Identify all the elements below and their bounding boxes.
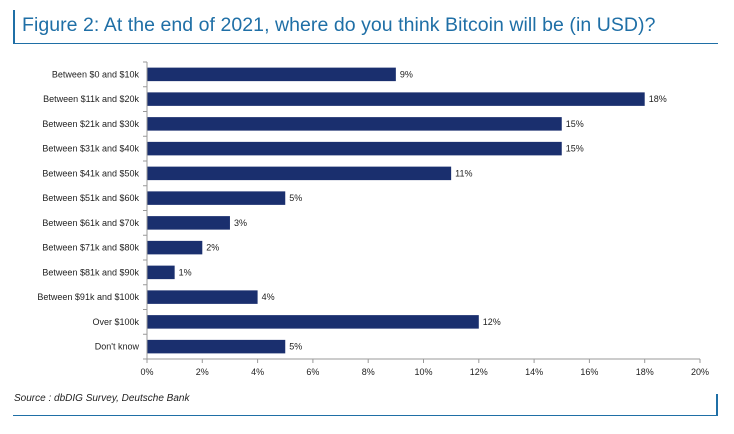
x-tick-label: 2% — [196, 367, 209, 377]
bar — [147, 141, 562, 156]
footer-divider — [13, 415, 718, 416]
category-label: Don't know — [95, 342, 140, 352]
x-tick-label: 4% — [251, 367, 264, 377]
x-tick-label: 6% — [306, 367, 319, 377]
category-label: Between $61k and $70k — [42, 218, 139, 228]
category-label: Between $31k and $40k — [42, 144, 139, 154]
bar — [147, 166, 452, 181]
figure-title-block: Figure 2: At the end of 2021, where do y… — [13, 10, 718, 44]
bar — [147, 315, 479, 329]
category-label: Between $11k and $20k — [43, 94, 139, 104]
data-label: 12% — [483, 317, 501, 327]
bar — [147, 290, 258, 304]
category-label: Between $71k and $80k — [42, 243, 139, 253]
data-label: 15% — [566, 119, 584, 129]
bar — [147, 339, 286, 354]
data-label: 18% — [649, 94, 667, 104]
data-label: 2% — [206, 243, 219, 253]
category-label: Between $81k and $90k — [42, 267, 139, 277]
category-label: Between $21k and $30k — [42, 119, 139, 129]
bar — [147, 240, 203, 255]
data-label: 15% — [566, 144, 584, 154]
x-tick-label: 14% — [525, 367, 543, 377]
category-label: Between $51k and $60k — [42, 193, 139, 203]
bar — [147, 191, 286, 205]
bar — [147, 216, 230, 230]
category-label: Between $91k and $100k — [37, 292, 139, 302]
data-label: 11% — [455, 168, 472, 178]
data-label: 3% — [234, 218, 247, 228]
x-tick-label: 12% — [470, 367, 488, 377]
data-label: 1% — [179, 267, 192, 277]
bar — [147, 265, 175, 280]
category-label: Over $100k — [92, 317, 139, 327]
bar — [147, 67, 396, 82]
x-tick-label: 20% — [691, 367, 709, 377]
category-label: Between $0 and $10k — [52, 69, 140, 79]
data-label: 9% — [400, 69, 413, 79]
title-accent-bar — [13, 10, 15, 44]
data-label: 5% — [289, 342, 302, 352]
bar — [147, 117, 562, 131]
x-tick-label: 18% — [636, 367, 654, 377]
category-label: Between $41k and $50k — [42, 168, 139, 178]
title-divider — [13, 43, 718, 44]
data-label: 5% — [289, 193, 302, 203]
figure-title: Figure 2: At the end of 2021, where do y… — [22, 14, 656, 36]
x-tick-label: 10% — [414, 367, 432, 377]
bar — [147, 92, 645, 106]
x-tick-label: 8% — [362, 367, 375, 377]
data-label: 4% — [262, 292, 275, 302]
source-note: Source : dbDIG Survey, Deutsche Bank — [14, 393, 190, 404]
footer-accent-bar — [716, 394, 718, 416]
x-tick-label: 16% — [580, 367, 598, 377]
x-tick-label: 0% — [140, 367, 153, 377]
